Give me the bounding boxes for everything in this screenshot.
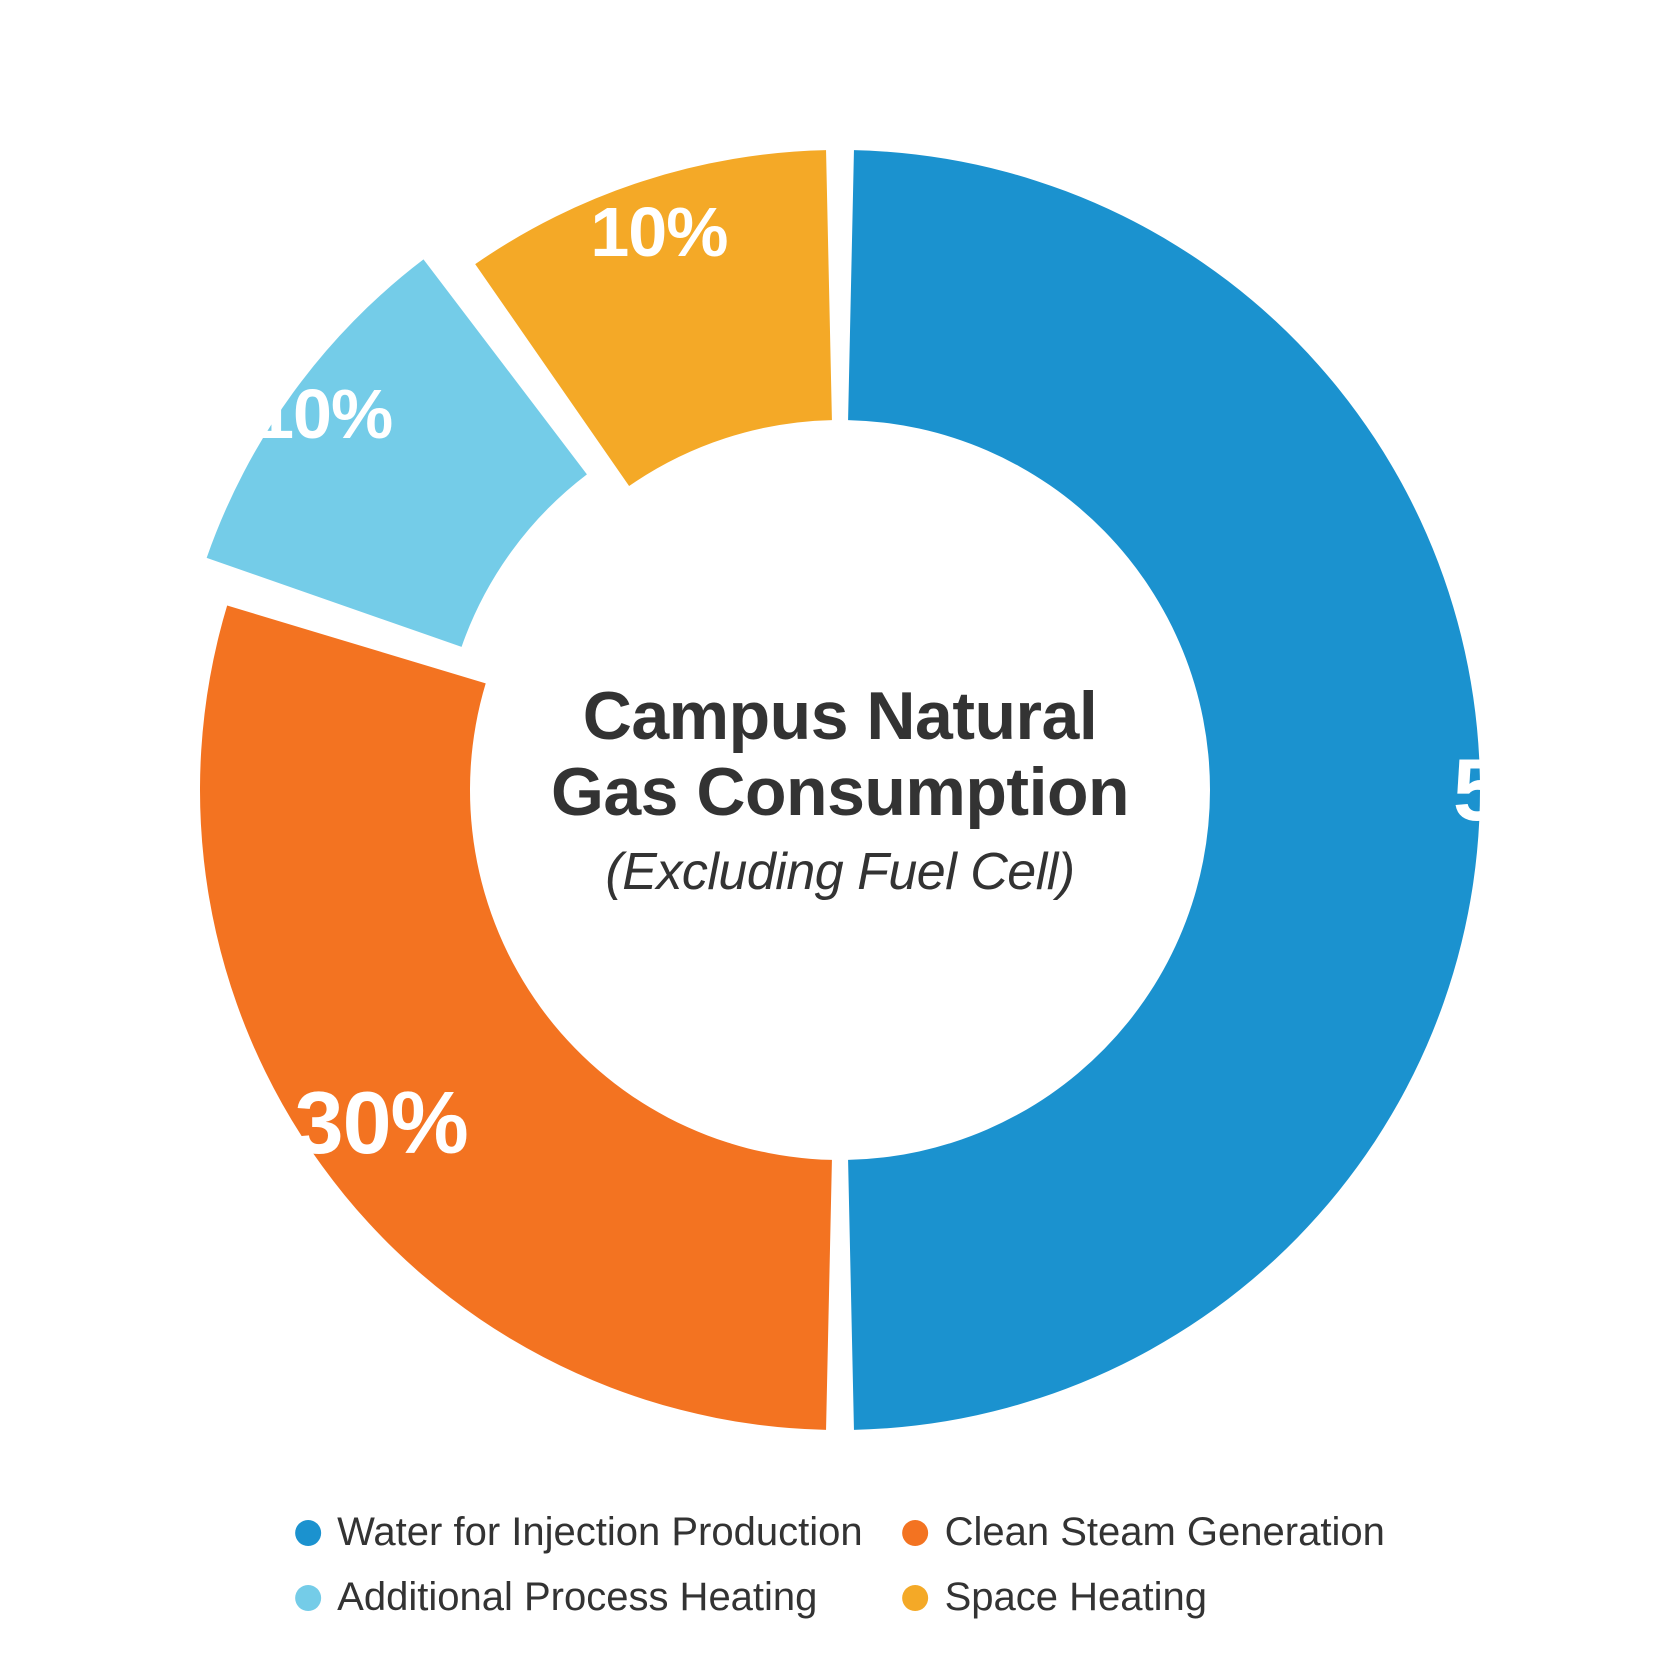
- slice-pct-label: 10%: [590, 192, 727, 272]
- legend-label: Additional Process Heating: [337, 1575, 817, 1620]
- donut-chart-wrap: Campus Natural Gas Consumption (Excludin…: [140, 90, 1540, 1490]
- legend-label: Space Heating: [945, 1575, 1207, 1620]
- legend-dot-icon: [295, 1520, 321, 1546]
- slice-pct-label: 30%: [295, 1072, 468, 1174]
- donut-slice: [200, 605, 832, 1429]
- legend-label: Water for Injection Production: [337, 1510, 862, 1555]
- legend-dot-icon: [903, 1585, 929, 1611]
- legend-dot-icon: [295, 1585, 321, 1611]
- legend-dot-icon: [903, 1520, 929, 1546]
- slice-pct-label: 10%: [255, 374, 392, 454]
- legend-item: Additional Process Heating: [295, 1575, 862, 1620]
- legend-label: Clean Steam Generation: [945, 1510, 1385, 1555]
- legend-item: Clean Steam Generation: [903, 1510, 1385, 1555]
- legend-item: Space Heating: [903, 1575, 1385, 1620]
- slice-pct-label: 50%: [1453, 739, 1626, 841]
- legend: Water for Injection Production Clean Stea…: [295, 1510, 1385, 1620]
- donut-slice: [848, 150, 1480, 1430]
- legend-item: Water for Injection Production: [295, 1510, 862, 1555]
- donut-chart-svg: [140, 90, 1540, 1490]
- donut-slices-group: [200, 150, 1480, 1430]
- chart-stage: Campus Natural Gas Consumption (Excludin…: [0, 0, 1680, 1680]
